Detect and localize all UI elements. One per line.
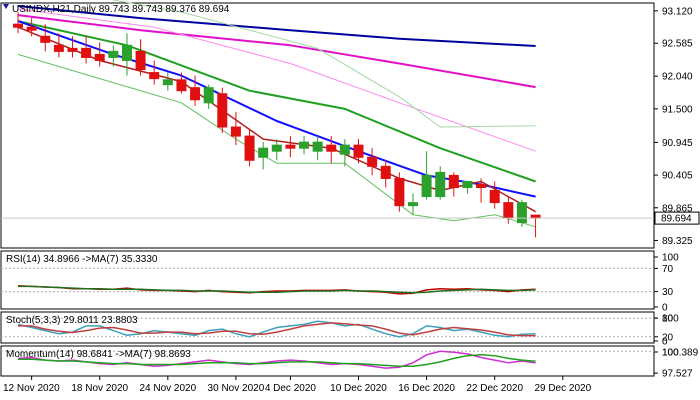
candle-body [503,202,514,219]
indicator-tick-label: 100 [662,314,679,325]
indicator-frame [0,250,655,310]
x-tick-label: 18 Nov 2020 [71,383,128,394]
x-tick-label: 22 Dec 2020 [466,383,523,394]
moving-average-line [17,20,536,183]
candle-body [203,87,214,104]
candle-body [217,93,228,128]
candle-body [285,144,296,149]
candle-body [299,141,310,149]
chart-title-group: USINDX,H21,Daily 89.743 89.743 89.376 89… [3,4,230,15]
candlesticks [13,12,541,238]
y-tick-label: 90.405 [662,171,693,182]
x-tick-label: 16 Dec 2020 [398,383,455,394]
indicator-series-line [18,354,536,368]
price-axis: 93.120 92.585 92.040 91.500 90.945 90.405 89.8… [1,6,700,247]
indicator-frame [0,345,655,377]
candle-body [162,79,173,86]
indicator-label: Momentum(14) 98.6841 ->MA(7) 98.8693 [6,349,191,360]
main-chart-frame [0,2,655,249]
indicator-tick-label: 100.389 [662,348,699,359]
y-tick-label: 89.325 [662,236,693,247]
moving-average-line [17,8,536,152]
y-tick-label: 92.040 [662,72,693,83]
candle-body [394,177,405,207]
indicator-tick-label: 100 [662,253,679,264]
indicator-label: Stoch(5,3,3) 29.8011 23.8803 [6,315,138,326]
indicator-tick-label: 30 [662,287,674,298]
indicator-tick-label: 97.527 [662,369,693,380]
candle-body [108,50,119,58]
candle-body [271,144,282,152]
indicator-frame [0,311,655,344]
date-axis: 12 Nov 2020 18 Nov 2020 24 Nov 2020 30 Nov … [3,376,592,394]
y-tick-label: 89.865 [662,203,693,214]
moving-average-line [17,20,536,198]
candle-body [462,180,473,189]
candle-body [380,165,391,179]
symbol-icon[interactable] [3,4,9,9]
candle-body [149,72,160,80]
indicator-label: RSI(14) 34.8966 ->MA(7) 35.3330 [6,254,158,265]
candle-body [421,174,432,198]
y-tick-label: 93.120 [662,6,693,17]
candle-body [53,44,64,52]
candle-body [190,87,201,101]
x-tick-label: 4 Dec 2020 [265,383,317,394]
candle-body [244,135,255,161]
indicator-tick-label: 80 [662,314,674,325]
x-tick-label: 24 Nov 2020 [139,383,196,394]
candle-body [121,44,132,61]
indicator-tick-label: 20 [662,332,674,343]
x-tick-label: 29 Dec 2020 [534,383,591,394]
candle-body [448,174,459,189]
indicator-tick-label: 0 [662,337,668,348]
last-price-box [654,211,700,225]
candle-body [94,53,105,61]
y-tick-label: 92.585 [662,39,693,50]
candle-body [489,190,500,204]
moving-average-line [17,5,536,47]
candle-body [176,79,187,92]
indicator-tick-label: 100 [662,348,679,359]
candle-body [67,47,78,52]
candle-body [476,183,487,189]
chart-title: USINDX,H21,Daily 89.743 89.743 89.376 89… [12,4,230,15]
indicator-tick-label: 0 [662,303,668,314]
candle-body [435,171,446,198]
indicator-tick-label: 70 [662,264,674,275]
candle-body [516,202,527,224]
candle-body [135,50,146,71]
candle-body [26,26,37,31]
candle-body [40,35,51,43]
candle-body [230,126,241,137]
indicator-series-line [18,285,536,294]
candle-body [13,23,23,28]
x-tick-label: 10 Dec 2020 [330,383,387,394]
panel-frames [0,2,655,377]
candle-body [312,141,323,152]
indicator-series-line [17,350,536,369]
candle-body [326,144,337,152]
candle-body [353,144,364,158]
candle-body [367,156,378,167]
y-tick-label: 91.500 [662,104,693,115]
moving-average-line [113,0,536,128]
last-price-label: 89.694 [661,214,692,225]
moving-average-line [17,14,536,89]
candle-body [81,47,92,58]
candle-body [339,144,350,155]
candle-body [407,202,418,207]
moving-average-lines [17,0,536,228]
indicator-series-line [18,322,536,337]
x-tick-label: 30 Nov 2020 [208,383,265,394]
x-tick-label: 12 Nov 2020 [3,383,60,394]
y-tick-label: 90.945 [662,138,693,149]
candle-body [258,147,269,158]
